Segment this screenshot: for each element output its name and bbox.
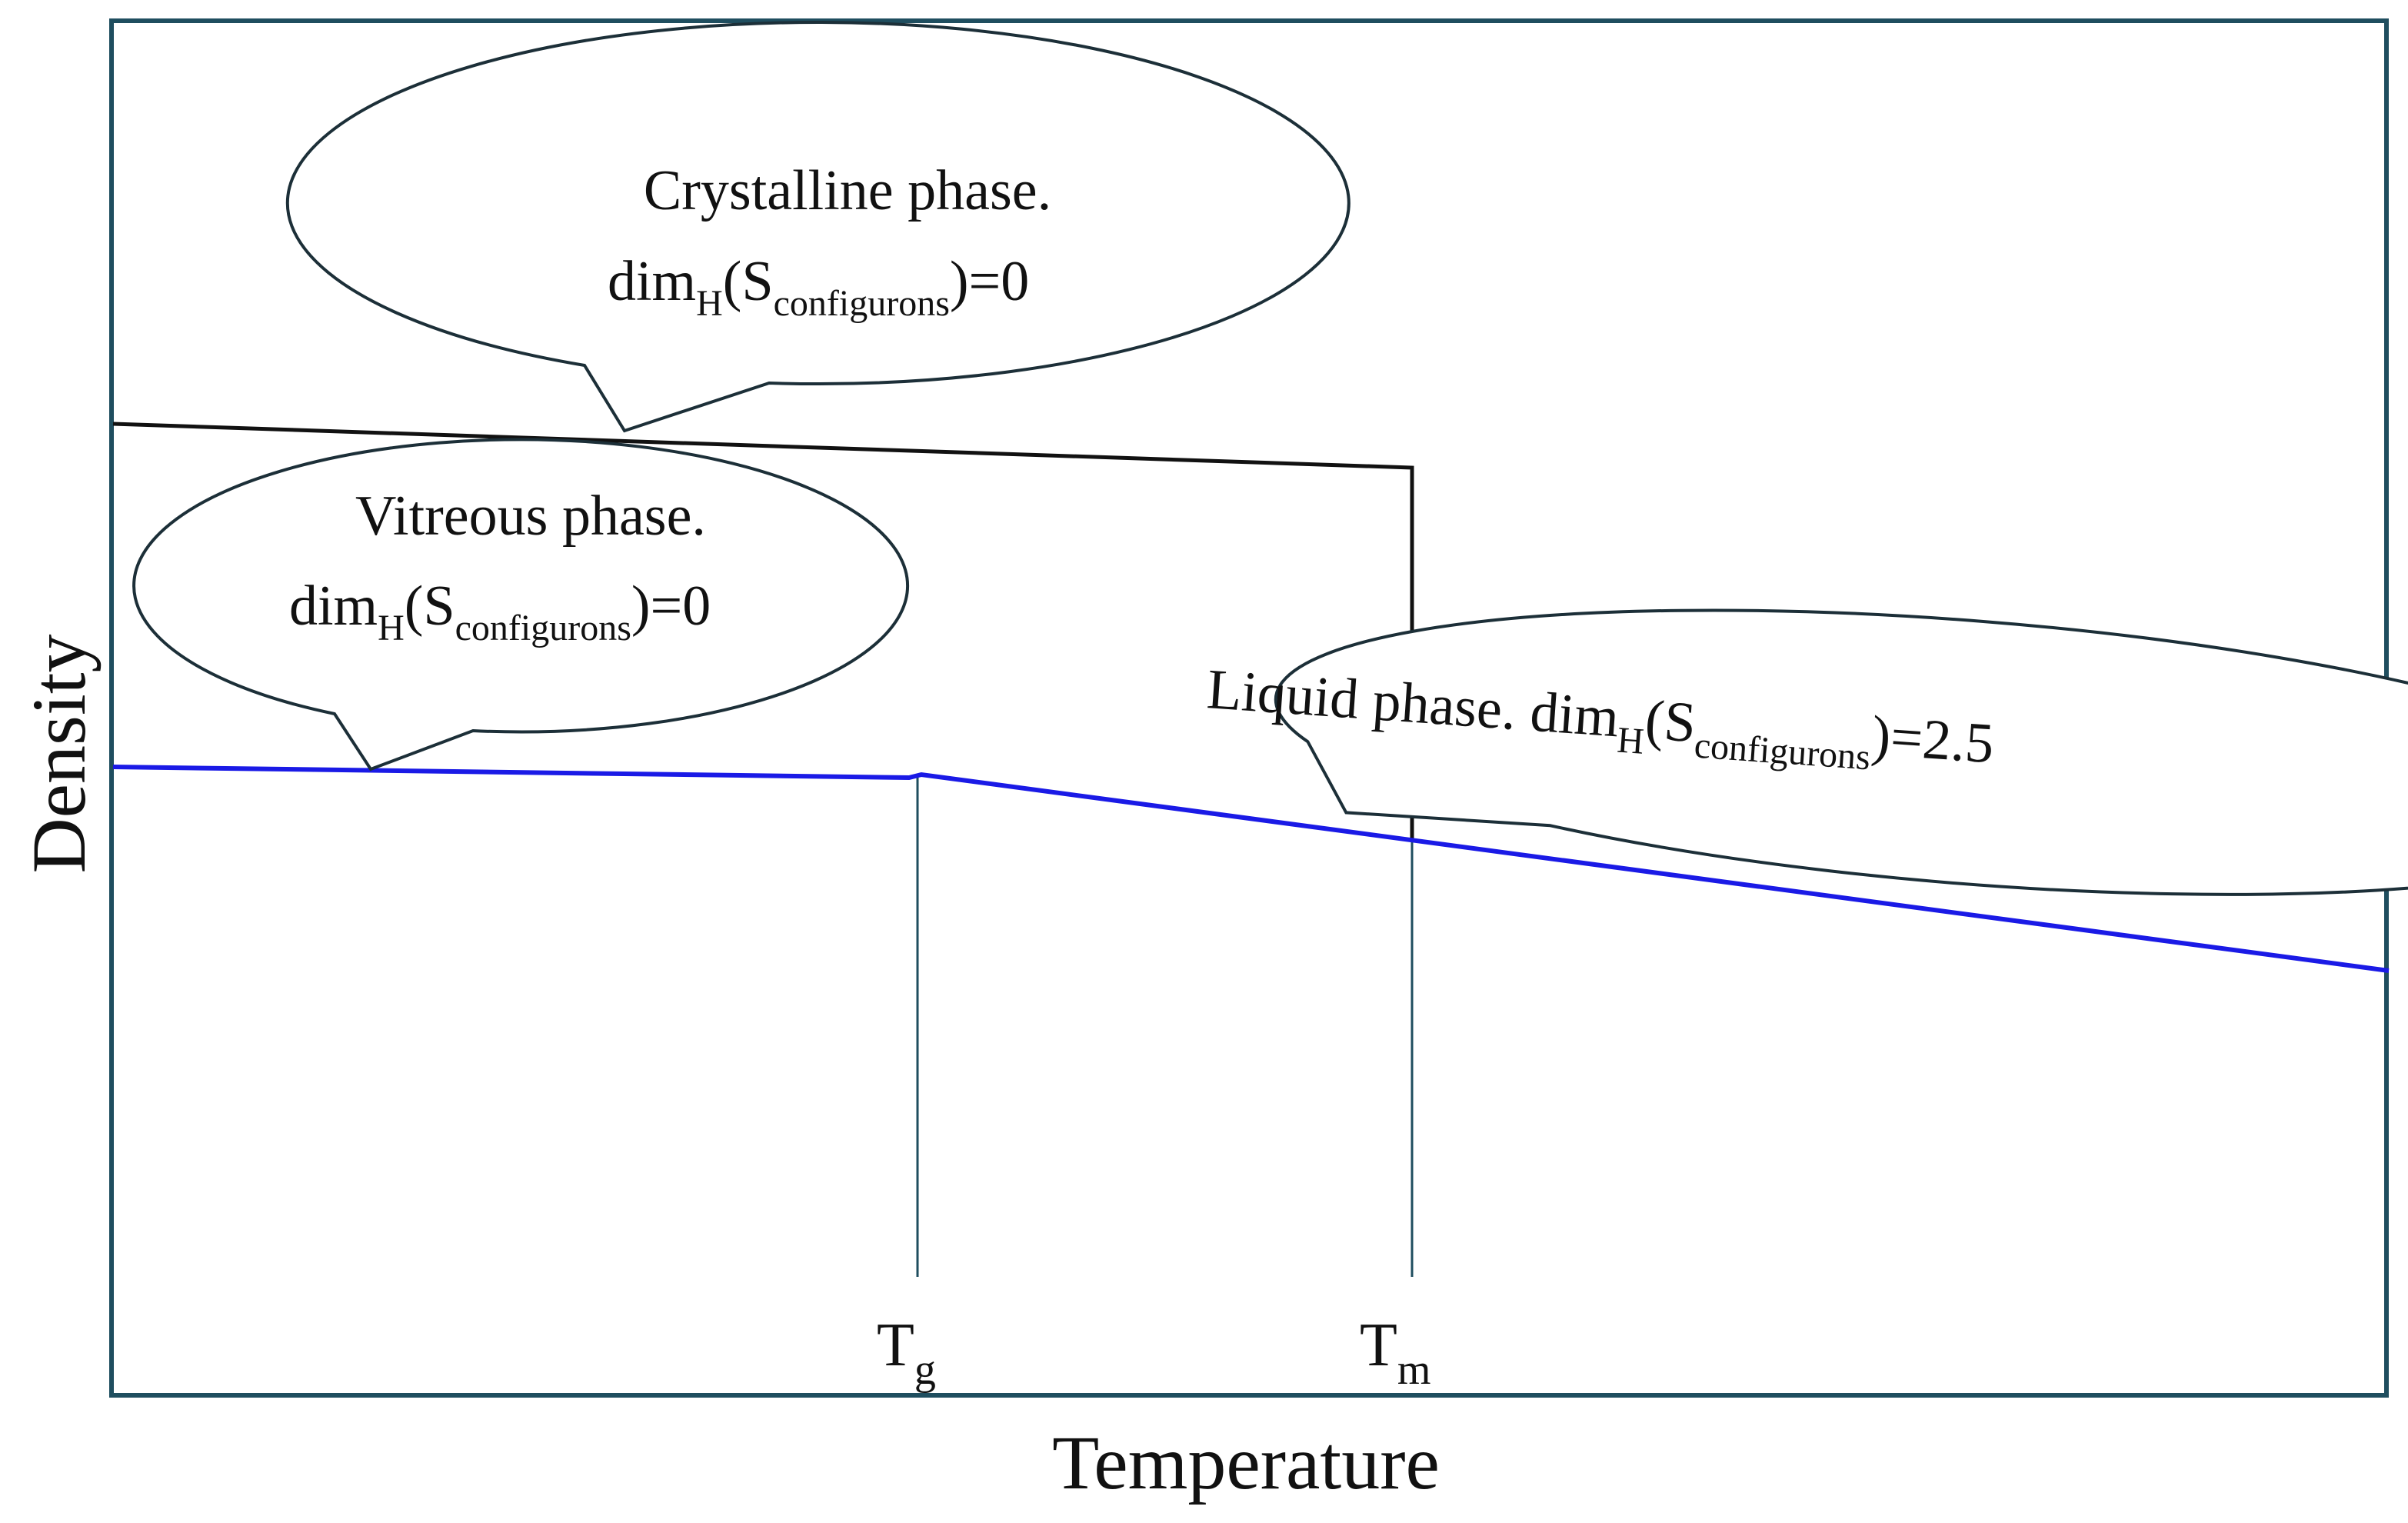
vitreous-tail: )=0 [631, 575, 711, 638]
liquid-callout-bubble [1274, 608, 2408, 896]
vitreous-callout-bubble [132, 438, 910, 771]
vitreous-sub-h: H [378, 608, 405, 648]
tm-main: T [1360, 1311, 1397, 1379]
vitreous-open: (S [405, 575, 455, 638]
crystalline-open: (S [723, 250, 774, 313]
crystalline-callout-bubble [285, 21, 1351, 433]
vitreous-sub-configurons: configurons [455, 608, 631, 648]
crystalline-dim-formula: dimH(Sconfigurons)=0 [608, 250, 1029, 324]
crystalline-tail: )=0 [950, 250, 1029, 313]
crystalline-sub-configurons: configurons [774, 283, 950, 324]
crystalline-label: Crystalline phase. [644, 159, 1051, 222]
liquid-tail: )=2.5 [1870, 705, 1996, 776]
vitreous-dim-formula: dimH(Sconfigurons)=0 [289, 575, 711, 648]
x-axis-label: Temperature [1052, 1420, 1440, 1505]
tg-main: T [877, 1311, 914, 1379]
liquid-sub-h: H [1616, 719, 1645, 762]
crystalline-dim: dim [608, 250, 696, 313]
tm-sub: m [1397, 1346, 1431, 1394]
vitreous-dim: dim [289, 575, 378, 638]
glass-liquid-density-curve [112, 765, 2390, 973]
tm-label: Tm [1360, 1311, 1430, 1394]
tg-label: Tg [877, 1311, 936, 1394]
vitreous-label: Vitreous phase. [355, 485, 706, 548]
tg-sub: g [914, 1346, 936, 1394]
crystalline-sub-h: H [696, 283, 723, 324]
y-axis-label: Density [16, 634, 102, 873]
liquid-open: (S [1644, 688, 1698, 755]
